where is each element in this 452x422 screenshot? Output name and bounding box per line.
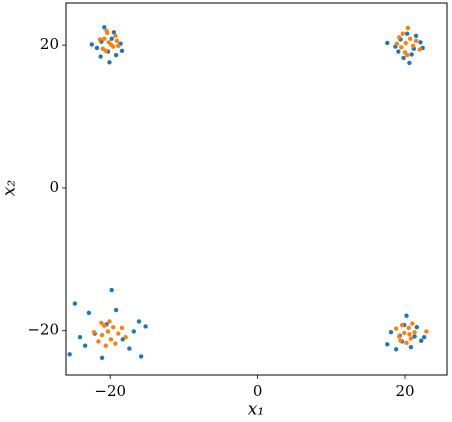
scatter-point (103, 343, 108, 348)
scatter-point (89, 42, 94, 47)
scatter-point (119, 325, 125, 331)
scatter-point (102, 323, 107, 328)
x-tick-label: −20 (94, 382, 126, 400)
scatter-point (108, 42, 114, 47)
scatter-point (86, 310, 92, 316)
scatter-point (116, 331, 121, 336)
scatter-point (113, 52, 119, 58)
scatter-point (77, 334, 83, 340)
scatter-point (99, 320, 104, 326)
scatter-point (407, 60, 412, 66)
scatter-point (94, 45, 100, 51)
scatter-point (97, 37, 103, 42)
scatter-point (107, 319, 112, 324)
scatter-point (109, 36, 114, 41)
scatter-point (143, 324, 148, 329)
scatter-point (138, 354, 144, 359)
scatter-point (99, 355, 105, 361)
scatter-point (412, 329, 417, 335)
scatter-point (127, 346, 132, 351)
scatter-point (407, 332, 412, 337)
scatter-point (399, 45, 404, 50)
scatter-point (91, 329, 97, 335)
scatter-point (404, 340, 409, 346)
scatter-point (393, 326, 399, 331)
scatter-point (413, 38, 419, 44)
scatter-point (418, 40, 423, 45)
scatter-point (419, 338, 424, 343)
scatter-point (108, 337, 114, 342)
scatter-point (406, 325, 411, 331)
scatter-point (412, 334, 417, 339)
scatter-point (396, 334, 402, 339)
scatter-point (405, 25, 411, 31)
scatter-point (105, 329, 111, 334)
x-axis-label: x₁ (248, 400, 264, 420)
scatter-point (405, 52, 410, 58)
scatter-point (385, 342, 390, 347)
x-tick-label: 20 (395, 382, 414, 400)
scatter-point (102, 25, 107, 30)
scatter-point (110, 324, 116, 330)
plot-frame (65, 2, 448, 376)
scatter-point (99, 332, 105, 338)
scatter-point (399, 322, 405, 328)
scatter-point (98, 54, 103, 59)
scatter-point (402, 330, 407, 336)
scatter-point (111, 30, 117, 35)
scatter-point (414, 324, 419, 330)
scatter-point (103, 48, 108, 54)
scatter-point (410, 43, 416, 49)
scatter-point (407, 36, 413, 41)
scatter-point (400, 31, 405, 36)
scatter-point (424, 329, 429, 334)
scatter-point (409, 52, 414, 57)
scatter-point (113, 307, 119, 313)
y-tick-label: 0 (49, 178, 59, 196)
scatter-point (109, 287, 114, 293)
scatter-point (113, 33, 118, 39)
scatter-point (388, 329, 394, 335)
scatter-point (96, 339, 101, 344)
scatter-point (385, 40, 390, 46)
scatter-point (131, 329, 136, 334)
scatter-point (104, 28, 109, 34)
scatter-point (404, 313, 409, 318)
scatter-point (113, 341, 118, 346)
scatter-point (396, 35, 402, 40)
scatter-point (123, 334, 128, 340)
scatter-point (403, 40, 408, 46)
scatter-point (114, 38, 120, 44)
scatter-point (107, 60, 112, 65)
y-axis-label: x₂ (0, 180, 20, 197)
scatter-point (405, 31, 410, 36)
scatter-point (421, 334, 427, 340)
scatter-point (393, 347, 399, 352)
scatter-point (398, 338, 403, 343)
scatter-point (72, 301, 78, 306)
scatter-point (401, 55, 406, 61)
scatter-point (67, 352, 72, 357)
scatter-point (116, 43, 121, 49)
y-tick-label: −20 (27, 321, 59, 339)
scatter-point (82, 343, 88, 348)
x-tick-label: 0 (253, 382, 263, 400)
scatter-point (394, 41, 400, 46)
scatter-point (413, 33, 419, 39)
scatter-point (136, 319, 142, 324)
scatter-point (119, 48, 125, 54)
scatter-point (408, 344, 414, 350)
scatter-point (410, 321, 415, 326)
scatter-point (408, 336, 414, 341)
scatter-point (396, 49, 401, 54)
scatter-point (417, 47, 422, 52)
scatter-point (102, 36, 107, 41)
y-tick-label: 20 (40, 35, 59, 53)
